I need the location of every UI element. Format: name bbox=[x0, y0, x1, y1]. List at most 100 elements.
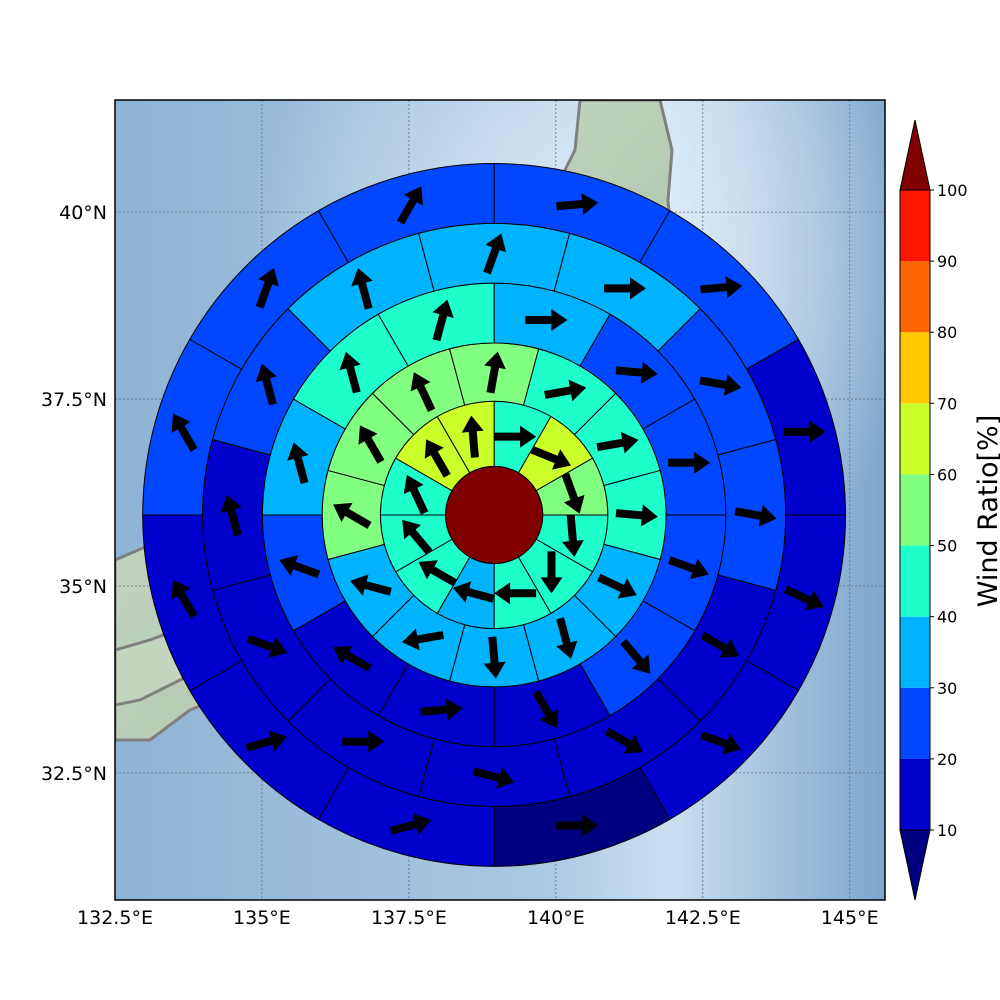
wind-arrow bbox=[620, 639, 651, 674]
colorbar-segment bbox=[900, 616, 930, 688]
wind-arrow bbox=[389, 813, 432, 835]
wind-arrow bbox=[402, 519, 433, 555]
wind-arrow bbox=[171, 413, 198, 452]
wind-arrow bbox=[483, 636, 506, 679]
colorbar-tick-label: 100 bbox=[937, 181, 968, 200]
x-axis-ticks: 132.5°E 135°E 137.5°E 140°E 142.5°E 145°E bbox=[77, 907, 879, 929]
wind-arrow bbox=[418, 560, 457, 587]
x-tick-label: 140°E bbox=[527, 907, 585, 929]
wind-arrow bbox=[700, 276, 743, 299]
y-tick-label: 40°N bbox=[59, 202, 107, 224]
wind-arrows bbox=[171, 186, 826, 837]
colorbar-over-extension bbox=[899, 119, 931, 191]
wind-arrow bbox=[342, 730, 385, 753]
wind-arrow bbox=[452, 581, 495, 603]
wind-arrow bbox=[432, 299, 454, 342]
wind-arrow bbox=[472, 767, 515, 789]
wind-arrow bbox=[604, 727, 644, 754]
wind-arrow bbox=[596, 431, 639, 454]
x-tick-label: 142.5°E bbox=[665, 907, 741, 929]
wind-arrow bbox=[530, 446, 571, 470]
wind-arrow bbox=[245, 730, 288, 752]
rose-center bbox=[445, 465, 544, 565]
wind-arrow bbox=[333, 502, 372, 529]
colorbar-tick-label: 70 bbox=[937, 394, 957, 413]
wind-arrow bbox=[597, 573, 637, 599]
colorbar-tick-label: 10 bbox=[937, 821, 957, 840]
wind-arrow bbox=[783, 420, 826, 443]
wind-arrow bbox=[494, 582, 537, 605]
map-frame bbox=[114, 99, 886, 901]
colorbar-segment bbox=[900, 687, 930, 759]
wind-arrow bbox=[494, 425, 537, 448]
wind-arrow bbox=[525, 308, 568, 331]
wind-arrow bbox=[279, 555, 321, 579]
wind-arrow bbox=[396, 186, 423, 225]
colorbar-tick-label: 30 bbox=[937, 679, 957, 698]
wind-arrow bbox=[287, 442, 309, 485]
wind-arrow bbox=[615, 361, 658, 384]
wind-arrow bbox=[561, 514, 584, 557]
wind-arrow bbox=[255, 267, 279, 309]
wind-arrow bbox=[668, 556, 709, 580]
wind-arrow bbox=[699, 374, 742, 396]
wind-arrow bbox=[220, 494, 242, 537]
wind-arrow bbox=[556, 814, 599, 837]
wind-arrow bbox=[420, 698, 463, 721]
x-tick-label: 145°E bbox=[821, 907, 879, 929]
colorbar-segment bbox=[900, 190, 930, 262]
colorbar-segment bbox=[900, 403, 930, 475]
wind-arrow bbox=[410, 372, 436, 413]
wind-arrow bbox=[246, 634, 288, 658]
colorbar-segment bbox=[900, 758, 930, 830]
wind-arrow bbox=[700, 731, 742, 755]
wind-arrow bbox=[402, 628, 445, 651]
y-tick-label: 35°N bbox=[59, 576, 107, 598]
wind-arrow bbox=[668, 451, 711, 474]
wind-arrow bbox=[358, 425, 385, 464]
wind-arrow bbox=[615, 504, 658, 527]
wind-arrow bbox=[171, 579, 198, 619]
colorbar-segment bbox=[900, 261, 930, 333]
wind-arrow bbox=[350, 574, 392, 596]
wind-arrow bbox=[556, 193, 599, 215]
wind-arrow bbox=[783, 585, 824, 611]
colorbar-tick-label: 90 bbox=[937, 252, 957, 271]
wind-arrow bbox=[603, 277, 646, 300]
y-axis-ticks: 40°N 37.5°N 35°N 32.5°N bbox=[41, 202, 107, 785]
wind-arrow bbox=[333, 645, 372, 672]
colorbar-tick-label: 50 bbox=[937, 537, 957, 556]
wind-arrow bbox=[556, 617, 578, 659]
colorbar-outline bbox=[899, 189, 931, 831]
colorbar: 10 20 30 40 50 60 70 80 90 100 bbox=[899, 119, 968, 901]
colorbar-under-extension bbox=[899, 829, 931, 901]
colorbar-tick-label: 40 bbox=[937, 608, 957, 627]
colorbar-segment bbox=[900, 332, 930, 404]
wind-arrow bbox=[339, 351, 361, 394]
colorbar-segment bbox=[900, 545, 930, 617]
wind-arrow bbox=[700, 631, 739, 658]
colorbar-tick-label: 20 bbox=[937, 750, 957, 769]
wind-arrow bbox=[483, 233, 507, 275]
x-tick-label: 132.5°E bbox=[77, 907, 153, 929]
wind-arrow bbox=[403, 474, 429, 515]
y-tick-label: 32.5°N bbox=[41, 763, 107, 785]
wind-arrow bbox=[255, 363, 277, 406]
wind-arrow bbox=[461, 415, 484, 458]
wind-arrow bbox=[351, 268, 373, 310]
wind-arrow bbox=[532, 689, 559, 729]
x-tick-label: 137.5°E bbox=[371, 907, 447, 929]
wind-arrow bbox=[484, 351, 506, 394]
wind-arrow bbox=[734, 504, 777, 527]
colorbar-title: Wind Ratio[%] bbox=[973, 415, 1000, 607]
colorbar-segment bbox=[900, 474, 930, 546]
wind-arrow bbox=[540, 551, 563, 594]
colorbar-tick-label: 80 bbox=[937, 323, 957, 342]
wind-arrow bbox=[424, 439, 451, 478]
colorbar-tick-label: 60 bbox=[937, 465, 957, 484]
wind-arrow bbox=[561, 472, 585, 514]
y-tick-label: 37.5°N bbox=[41, 389, 107, 411]
wind-arrow bbox=[544, 379, 587, 402]
x-tick-label: 135°E bbox=[233, 907, 291, 929]
